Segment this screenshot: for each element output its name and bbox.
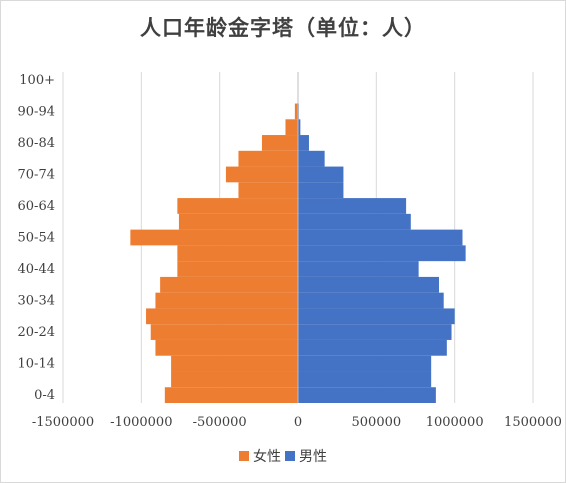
bar-male [298, 339, 447, 356]
y-tick-label: 70-74 [18, 167, 55, 182]
legend-item-female: 女性 [239, 446, 281, 466]
legend-label-male: 男性 [299, 449, 327, 465]
bar-female [130, 229, 298, 246]
legend-swatch-male [285, 451, 295, 461]
x-tick-label: -1500000 [32, 415, 94, 430]
bar-male [298, 166, 344, 183]
bar-female [261, 135, 298, 151]
bar-male [298, 182, 344, 199]
bar-male [298, 229, 463, 246]
bar-male [298, 261, 419, 277]
bar-male [298, 324, 452, 340]
bar-female [171, 355, 298, 372]
y-tick-label: 10-14 [18, 357, 55, 372]
y-tick-label: 50-54 [18, 231, 55, 246]
bar-male [298, 119, 301, 136]
bar-male [298, 198, 407, 214]
legend-label-female: 女性 [253, 449, 281, 465]
x-tick-label: 500000 [352, 415, 402, 430]
bar-male [298, 213, 411, 230]
legend: 女性 男性 [0, 446, 566, 466]
bar-male [298, 276, 439, 293]
y-tick-label: 0-4 [34, 388, 55, 403]
bar-male [298, 387, 436, 403]
legend-item-male: 男性 [285, 446, 327, 466]
bar-female [294, 103, 298, 120]
bar-female [238, 150, 298, 167]
bar-male [298, 308, 455, 325]
y-tick-label: 90-94 [18, 104, 55, 119]
legend-swatch-female [239, 451, 249, 461]
y-tick-label: 100+ [19, 73, 55, 88]
bar-female [177, 198, 298, 214]
bar-male [298, 371, 432, 388]
chart-title: 人口年龄金字塔（单位：人） [140, 15, 426, 40]
bar-female [177, 245, 298, 262]
bar-female [160, 276, 298, 293]
y-tick-label: 20-24 [18, 325, 55, 340]
bar-male [298, 245, 466, 262]
bar-female [225, 166, 298, 183]
bar-female [164, 387, 298, 403]
bar-female [178, 213, 298, 230]
x-tick-label: 1000000 [426, 415, 484, 430]
bar-female [171, 371, 298, 388]
x-tick-label: -500000 [193, 415, 247, 430]
bar-female [146, 308, 298, 325]
bar-male [298, 135, 309, 151]
y-tick-label: 40-44 [18, 262, 55, 277]
x-tick-label: -1000000 [110, 415, 172, 430]
bar-male [298, 150, 325, 167]
x-tick-label: 0 [294, 415, 302, 430]
bar-female [150, 324, 298, 340]
y-tick-label: 60-64 [18, 199, 55, 214]
bar-male [298, 355, 432, 372]
bar-male [298, 292, 444, 309]
bar-female [155, 339, 298, 356]
x-tick-label: 1500000 [504, 415, 562, 430]
bar-female [238, 182, 298, 199]
y-tick-label: 80-84 [18, 136, 55, 151]
bar-female [177, 261, 298, 277]
y-tick-label: 30-34 [18, 294, 55, 309]
bar-female [285, 119, 298, 136]
bar-female [155, 292, 298, 309]
